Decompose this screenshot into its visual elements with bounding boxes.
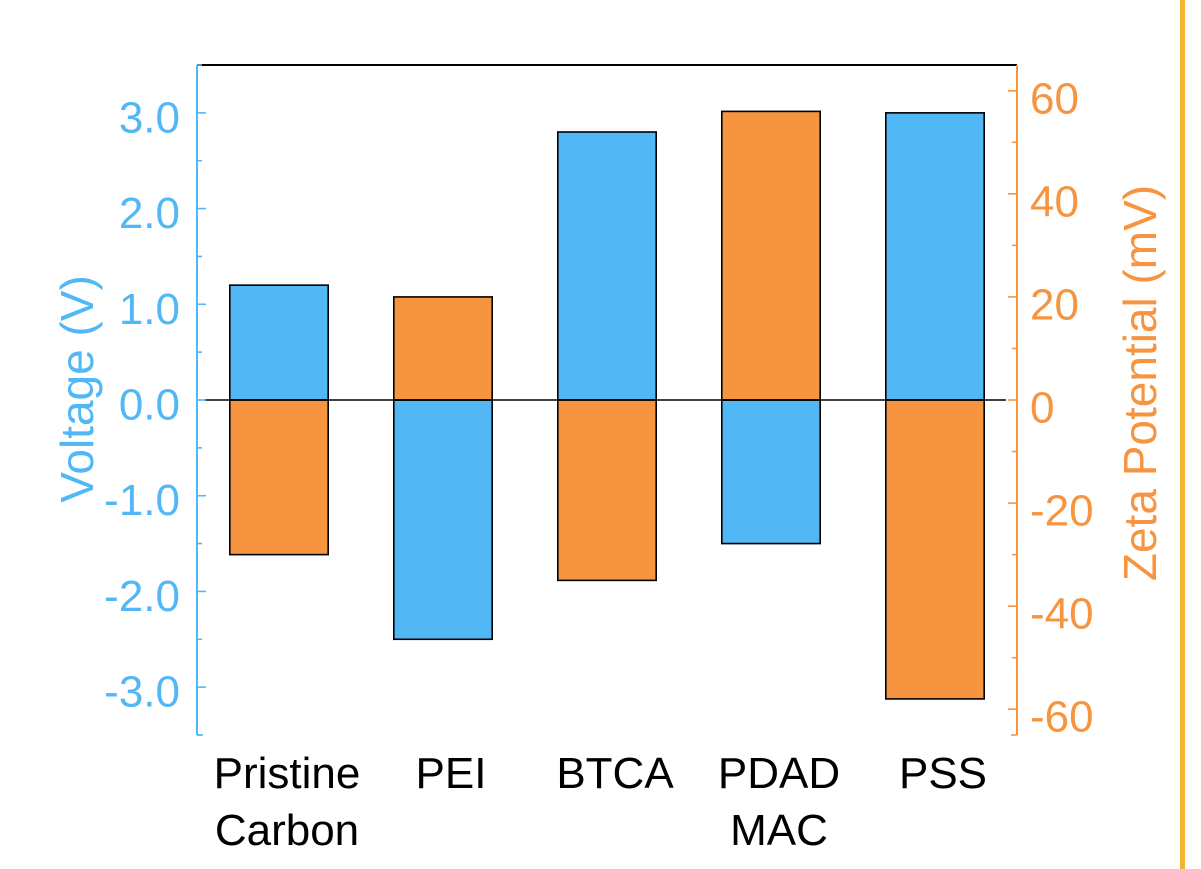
left-axis-tick-label: 0.0 (119, 381, 180, 430)
left-axis-tick-label: -2.0 (104, 572, 180, 621)
left-axis-tick-label: -1.0 (104, 476, 180, 525)
decorative-border-stripe (1180, 0, 1185, 869)
zeta-potential-bar-pss (884, 399, 985, 700)
right-axis-tick-label: 60 (1030, 74, 1079, 123)
voltage-bar-pristine-carbon (229, 284, 330, 401)
voltage-bar-pdad-mac (720, 399, 821, 545)
left-axis-ticks: 3.0 2.0 1.0 0.0 -1.0 -2.0 -3.0 (104, 64, 206, 736)
left-axis-title: Voltage (V) (51, 275, 103, 503)
bars-group (229, 110, 985, 700)
right-axis-tick-label: -60 (1030, 693, 1094, 742)
voltage-bar-pss (884, 112, 985, 401)
right-axis-tick-label: -40 (1030, 590, 1094, 639)
right-axis-tick-label: -20 (1030, 487, 1094, 536)
left-axis-tick-label: -3.0 (104, 668, 180, 717)
right-axis-title: Zeta Potential (mV) (1114, 185, 1166, 581)
zeta-potential-bar-pei (392, 296, 493, 401)
voltage-bar-btca (556, 131, 657, 401)
right-axis-tick-label: 40 (1030, 177, 1079, 226)
zeta-potential-bar-pristine-carbon (229, 399, 330, 556)
left-axis-tick-label: 2.0 (119, 189, 180, 238)
left-axis-tick-label: 3.0 (119, 93, 180, 142)
right-axis-tick-label: 20 (1030, 280, 1079, 329)
zeta-potential-bar-pdad-mac (720, 110, 821, 401)
zeta-potential-bar-btca (556, 399, 657, 582)
voltage-bar-pei (392, 399, 493, 641)
right-axis-ticks: 60 40 20 0 -20 -40 -60 (1008, 74, 1094, 742)
left-axis-tick-label: 1.0 (119, 285, 180, 334)
right-axis-tick-label: 0 (1030, 384, 1054, 433)
